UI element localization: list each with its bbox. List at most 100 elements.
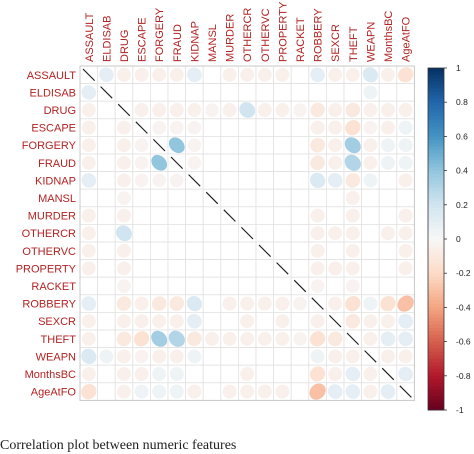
matrix-cell (202, 135, 222, 155)
colorbar-segment (428, 362, 444, 366)
correlation-ellipse (134, 138, 149, 153)
matrix-cell (132, 259, 151, 278)
colorbar-segment (428, 375, 444, 380)
matrix-cell (237, 83, 257, 102)
colorbar-segment (428, 341, 444, 346)
correlation-ellipse (398, 261, 413, 276)
matrix-cell (202, 206, 222, 225)
correlation-ellipse (134, 103, 149, 117)
correlation-ellipse (309, 172, 326, 189)
diagonal-mark (205, 191, 219, 205)
column-label: KIDNAP (189, 21, 201, 62)
matrix-cell (325, 206, 345, 225)
matrix-cell (273, 171, 292, 190)
colorbar-segment (428, 273, 444, 278)
correlation-ellipse (134, 384, 149, 399)
correlation-ellipse (363, 173, 378, 188)
correlation-ellipse (117, 120, 131, 135)
correlation-ellipse (187, 349, 202, 364)
column-label: PROPERTY (277, 1, 289, 62)
colorbar-tick-label: 0 (456, 234, 461, 244)
colorbar-segment (428, 399, 444, 404)
row-label: ASSAULT (27, 70, 77, 82)
matrix-cell (202, 83, 222, 102)
correlation-ellipse (152, 349, 167, 364)
correlation-ellipse (257, 331, 272, 346)
diagonal-mark (399, 385, 412, 398)
correlation-ellipse (169, 314, 184, 329)
diagonal-mark (346, 332, 359, 345)
correlation-ellipse (134, 173, 149, 188)
matrix-cell (167, 206, 187, 225)
correlation-ellipse (169, 67, 184, 82)
correlation-ellipse (257, 296, 272, 311)
colorbar-segment (428, 105, 444, 110)
correlation-ellipse (116, 296, 132, 311)
column-label: SEXCR (330, 24, 342, 62)
row-label: ESCAPE (31, 123, 76, 135)
matrix-cell (149, 241, 169, 261)
matrix-cell (255, 347, 275, 366)
correlation-ellipse (381, 155, 395, 170)
diagonal-mark (100, 86, 113, 99)
correlation-ellipse (117, 67, 131, 82)
matrix-cell (97, 329, 116, 349)
correlation-ellipse (152, 120, 167, 135)
colorbar-segment (428, 194, 444, 199)
correlation-ellipse (293, 103, 307, 117)
colorbar-tick-label: -0.6 (456, 337, 471, 347)
correlation-ellipse (344, 154, 361, 171)
correlation-ellipse (187, 384, 202, 399)
correlation-ellipse (381, 314, 395, 329)
colorbar-segment (428, 396, 444, 401)
colorbar-segment (428, 74, 444, 79)
correlation-ellipse (398, 243, 413, 258)
correlation-ellipse (240, 296, 255, 311)
correlation-ellipse (310, 155, 325, 171)
row-label: MANSL (38, 193, 76, 205)
colorbar-segment (428, 88, 444, 93)
correlation-ellipse (81, 103, 96, 117)
correlation-ellipse (187, 120, 202, 135)
colorbar-segment (428, 297, 444, 301)
correlation-ellipse (169, 103, 184, 117)
colorbar-segment (428, 109, 444, 113)
matrix-cell (255, 153, 275, 173)
matrix-cell (220, 83, 239, 102)
colorbar-segment (428, 126, 444, 130)
matrix-cell (202, 382, 222, 401)
matrix-cell (79, 276, 99, 296)
correlation-ellipse (169, 384, 184, 399)
colorbar-segment (428, 249, 444, 254)
colorbar-segment (428, 225, 444, 230)
colorbar-segment (428, 392, 444, 397)
correlation-ellipse (81, 296, 97, 311)
correlation-ellipse (81, 226, 96, 241)
correlation-ellipse (328, 120, 343, 135)
correlation-ellipse (327, 384, 343, 399)
matrix-cell (325, 188, 345, 208)
correlation-ellipse (398, 208, 413, 223)
correlation-ellipse (344, 137, 361, 154)
matrix-cell (237, 241, 257, 261)
correlation-ellipse (345, 384, 361, 399)
correlation-ellipse (398, 173, 413, 188)
correlation-ellipse (310, 349, 325, 364)
colorbar-segment (428, 122, 444, 127)
correlation-ellipse (117, 261, 131, 276)
correlation-ellipse (398, 226, 413, 241)
colorbar-segment (428, 191, 444, 195)
diagonal-mark (117, 103, 131, 117)
correlation-ellipse (328, 261, 343, 276)
colorbar-segment (428, 68, 444, 72)
matrix-cell (202, 311, 222, 331)
matrix-cell (361, 276, 380, 296)
correlation-matrix (79, 65, 415, 401)
correlation-ellipse (381, 226, 395, 241)
matrix-cell (378, 276, 398, 296)
column-labels: ASSAULT ELDISAB DRUG ESCAPE FORGERY FRAUD KIDN… (84, 1, 413, 62)
matrix-cell (97, 294, 116, 313)
colorbar-segment (428, 259, 444, 264)
correlation-ellipse (381, 67, 395, 82)
colorbar-segment (428, 382, 444, 387)
